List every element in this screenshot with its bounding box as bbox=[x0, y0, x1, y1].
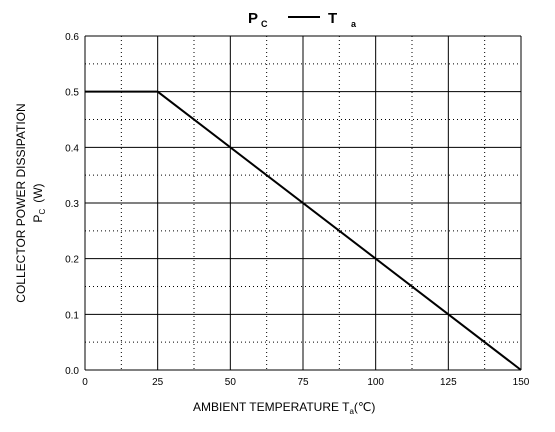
x-tick-label: 0 bbox=[82, 377, 88, 388]
y-tick-label: 0.6 bbox=[65, 32, 79, 43]
y-tick-label: 0.0 bbox=[65, 366, 79, 377]
y-tick-label: 0.5 bbox=[65, 88, 79, 99]
y-axis-label-sub: C bbox=[38, 209, 47, 215]
x-tick-label: 125 bbox=[440, 377, 457, 388]
y-tick-label: 0.3 bbox=[65, 199, 79, 210]
x-tick-label: 100 bbox=[367, 377, 384, 388]
y-axis-label-unit: (W) bbox=[31, 183, 45, 202]
x-tick-label: 75 bbox=[297, 377, 309, 388]
y-tick-label: 0.2 bbox=[65, 255, 79, 266]
x-tick-label: 150 bbox=[513, 377, 530, 388]
tick-labels: 0 25 50 75 100 125 150 0.0 0.1 0.2 0.3 0.4 0.5 0.6 bbox=[65, 32, 530, 388]
title-right-sub: a bbox=[351, 19, 357, 29]
y-axis-label-line2: PC (W) bbox=[31, 183, 47, 222]
chart-title: P C T a bbox=[248, 10, 357, 29]
x-tick-label: 50 bbox=[225, 377, 237, 388]
y-axis-label: COLLECTOR POWER DISSIPATION PC (W) bbox=[14, 103, 47, 302]
y-axis-label-symbol: P bbox=[31, 215, 45, 223]
x-tick-label: 25 bbox=[152, 377, 164, 388]
series-layer bbox=[85, 90, 522, 371]
y-tick-label: 0.1 bbox=[65, 310, 79, 321]
series-line bbox=[85, 90, 522, 371]
x-axis-label-sub: a bbox=[349, 407, 354, 416]
x-axis-label: AMBIENT TEMPERATURE Ta(℃) bbox=[193, 400, 375, 416]
x-axis-label-main: AMBIENT TEMPERATURE T bbox=[193, 400, 350, 414]
title-left-sub: C bbox=[261, 19, 268, 29]
y-axis-label-line1: COLLECTOR POWER DISSIPATION bbox=[14, 103, 28, 302]
y-tick-label: 0.4 bbox=[65, 143, 79, 154]
x-axis-label-unit: (℃) bbox=[354, 400, 375, 414]
title-left: P bbox=[248, 10, 258, 27]
title-right: T bbox=[328, 10, 337, 27]
